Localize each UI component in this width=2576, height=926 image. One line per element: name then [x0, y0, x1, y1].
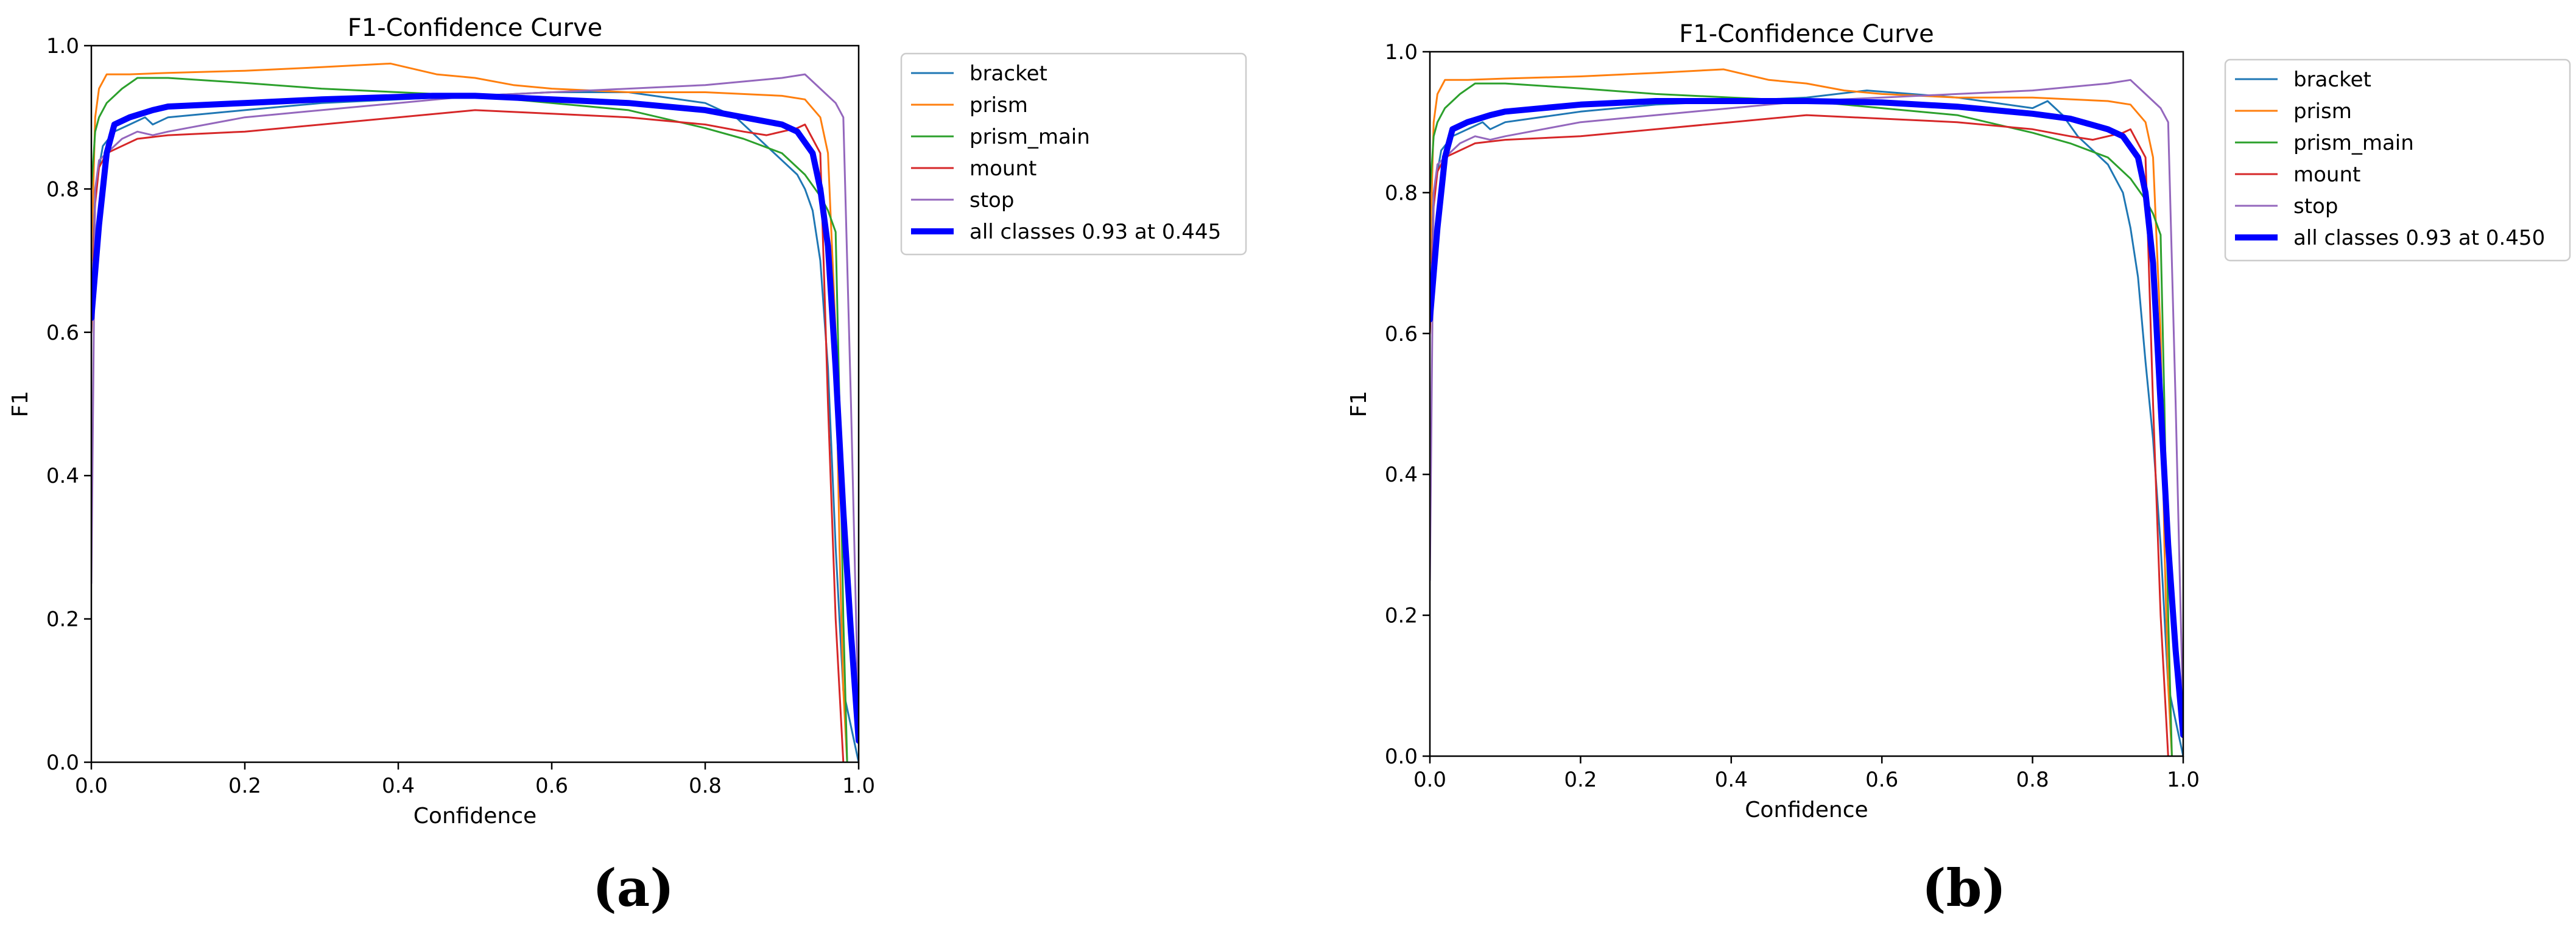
series-line-prism: [91, 62, 848, 762]
x-tick-label: 0.6: [1865, 768, 1898, 792]
y-axis-label: F1: [1346, 391, 1371, 418]
y-tick-label: 0.2: [46, 608, 79, 632]
x-tick-label: 0.0: [1413, 768, 1446, 792]
legend-box: [2224, 58, 2571, 262]
panel-label: (b): [1922, 858, 2006, 918]
chart-title: F1-Confidence Curve: [1679, 20, 1934, 48]
series-line-all: [1430, 98, 2183, 738]
y-tick-label: 0.4: [1385, 463, 1418, 487]
x-tick-label: 1.0: [842, 774, 875, 798]
y-tick-label: 0.6: [1385, 322, 1418, 346]
legend-label: stop: [2293, 194, 2338, 219]
x-tick-label: 0.0: [75, 774, 108, 798]
legend-label: all classes 0.93 at 0.445: [970, 220, 1221, 244]
series-line-prism-main: [1430, 82, 2173, 756]
y-tick-label: 0.4: [46, 464, 79, 488]
chart-title: F1-Confidence Curve: [348, 14, 603, 42]
panel-label: (a): [593, 858, 674, 918]
legend-label: prism_main: [2293, 131, 2414, 155]
y-tick-label: 0.6: [46, 321, 79, 345]
y-tick-label: 0.0: [46, 751, 79, 775]
x-tick-label: 0.8: [2016, 768, 2049, 792]
legend-label: all classes 0.93 at 0.450: [2293, 226, 2545, 250]
x-tick-label: 0.4: [1715, 768, 1748, 792]
legend-label: mount: [970, 156, 1036, 181]
legend-label: stop: [970, 188, 1014, 212]
chart-panel-2: F1-Confidence Curve 0.0 0.2 0.4 0.6 0.8 1.0 0.0…: [1346, 20, 2571, 918]
legend-box: [900, 52, 1247, 256]
legend-label: mount: [2293, 163, 2360, 187]
series-line-mount: [91, 109, 845, 762]
legend-label: prism: [970, 93, 1028, 118]
series-group: [1430, 68, 2183, 756]
legend-label: prism: [2293, 99, 2352, 124]
y-tick-label: 0.0: [1385, 745, 1418, 769]
series-line-stop: [91, 73, 859, 728]
x-tick-label: 1.0: [2167, 768, 2200, 792]
y-tick-label: 0.8: [1385, 181, 1418, 205]
x-tick-label: 0.2: [228, 774, 261, 798]
y-tick-label: 1.0: [1385, 40, 1418, 65]
series-line-mount: [1430, 114, 2169, 756]
legend-label: bracket: [970, 61, 1047, 86]
legend-label: prism_main: [970, 125, 1090, 149]
x-axis-label: Confidence: [1745, 798, 1868, 823]
y-axis-label: F1: [8, 391, 33, 418]
series-line-bracket: [1430, 89, 2183, 756]
y-tick-label: 1.0: [46, 34, 79, 58]
x-tick-label: 0.6: [535, 774, 568, 798]
plot-frame: [1429, 51, 2184, 757]
series-line-all: [91, 93, 859, 744]
series-line-prism-main: [91, 77, 848, 762]
chart-panel-1: F1-Confidence Curve 0.0 0.2 0.4 0.6 0.8 1.0 0.0…: [8, 14, 1247, 918]
series-line-stop: [1430, 79, 2183, 722]
series-line-prism: [1430, 68, 2173, 756]
y-tick-label: 0.8: [46, 177, 79, 202]
series-line-bracket: [91, 91, 859, 762]
x-tick-label: 0.4: [382, 774, 415, 798]
y-tick-label: 0.2: [1385, 604, 1418, 628]
legend-label: bracket: [2293, 68, 2371, 92]
x-tick-label: 0.8: [689, 774, 722, 798]
series-group: [91, 62, 859, 762]
x-tick-label: 0.2: [1564, 768, 1597, 792]
plot-frame: [90, 44, 860, 763]
x-axis-label: Confidence: [413, 804, 537, 829]
